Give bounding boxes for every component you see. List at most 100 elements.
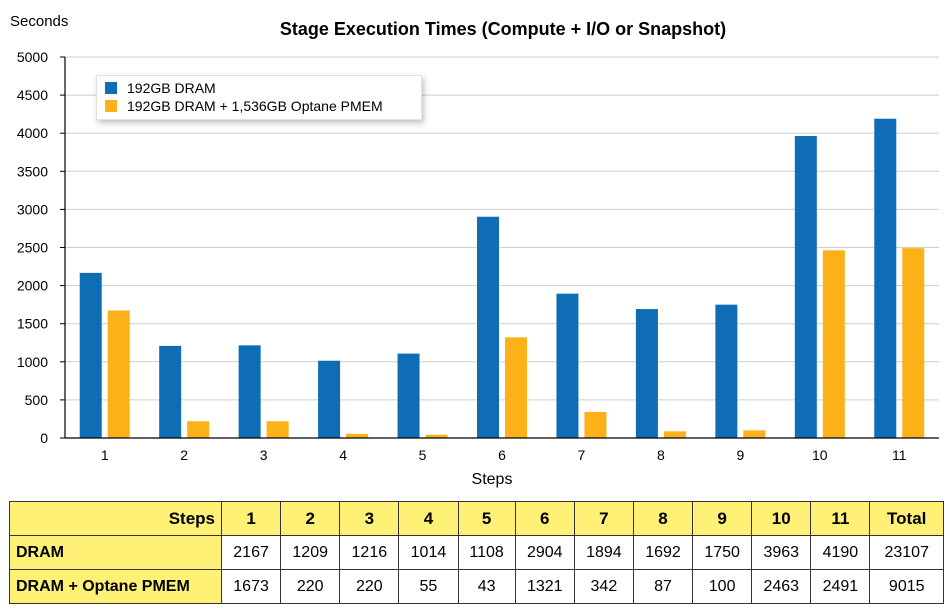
table-header-row: Steps 1 2 3 4 5 6 7 8 9 10 11 Total: [9, 501, 944, 536]
table-cell: 43: [457, 569, 516, 604]
x-tick-label: 4: [339, 447, 347, 463]
table-cell: 1108: [457, 535, 516, 570]
bar-optane-step-8: [663, 431, 686, 438]
bar-optane-step-7: [584, 411, 607, 438]
x-tick-label: 6: [498, 447, 506, 463]
table-cell: 3963: [751, 535, 812, 570]
bar-dram-step-9: [715, 304, 738, 438]
bar-dram-step-4: [318, 360, 341, 438]
x-tick-label: 8: [657, 447, 665, 463]
x-tick-label: 3: [260, 447, 268, 463]
legend-label-optane: 192GB DRAM + 1,536GB Optane PMEM: [127, 98, 383, 114]
table-cell: 100: [692, 569, 753, 604]
bar-optane-step-4: [346, 433, 369, 438]
legend: 192GB DRAM 192GB DRAM + 1,536GB Optane P…: [96, 75, 422, 120]
table-cell: 1750: [692, 535, 753, 570]
table-cell: 342: [573, 569, 634, 604]
bar-optane-step-9: [743, 430, 766, 438]
table-cell: 87: [632, 569, 694, 604]
legend-label-dram: 192GB DRAM: [127, 80, 216, 96]
table-row-label: DRAM: [9, 535, 222, 570]
axes: 0 500 1000 1500 2000 2500 3000 3500 4000 4500 5000…: [17, 49, 939, 463]
grid-lines: [65, 56, 939, 401]
bar-dram-step-11: [874, 118, 897, 439]
table-cell: 23107: [869, 535, 944, 570]
table-header-cell: 7: [573, 501, 634, 536]
y-tick-label: 500: [25, 392, 49, 408]
table-cell: 55: [398, 569, 459, 604]
table-header-cell: 5: [457, 501, 516, 536]
table-cell: 1894: [573, 535, 634, 570]
table-cell: 2491: [810, 569, 871, 604]
table-cell: 220: [280, 569, 341, 604]
x-tick-label: 1: [101, 447, 109, 463]
table-header-cell: 1: [220, 501, 282, 536]
bar-optane-step-11: [902, 248, 925, 438]
x-tick-label: 10: [812, 447, 828, 463]
x-tick-label: 9: [736, 447, 744, 463]
table-header-cell: 4: [398, 501, 459, 536]
bar-optane-step-6: [505, 337, 527, 438]
legend-item-optane: 192GB DRAM + 1,536GB Optane PMEM: [105, 97, 383, 115]
y-tick-label: 4500: [17, 87, 48, 103]
chart-title: Stage Execution Times (Compute + I/O or …: [280, 19, 726, 39]
y-tick-label: 1500: [17, 316, 48, 332]
table-header-label: Steps: [9, 501, 222, 536]
y-tick-label: 3500: [17, 163, 48, 179]
table-header-cell: Total: [869, 501, 944, 536]
table-cell: 1673: [220, 569, 282, 604]
table-header-cell: 10: [751, 501, 812, 536]
table-cell: 4190: [810, 535, 871, 570]
bar-dram-step-5: [397, 353, 420, 438]
bar-dram-step-10: [794, 136, 817, 438]
table-cell: 2167: [220, 535, 282, 570]
y-tick-label: 0: [40, 430, 48, 446]
x-tick-label: 2: [180, 447, 188, 463]
y-tick-label: 5000: [17, 49, 48, 65]
y-tick-label: 1000: [17, 354, 48, 370]
table-cell: 1321: [514, 569, 575, 604]
table-cell: 1692: [632, 535, 694, 570]
table-header-cell: 3: [339, 501, 400, 536]
table-cell: 2904: [514, 535, 575, 570]
table-cell: 220: [339, 569, 400, 604]
bar-optane-step-1: [107, 310, 130, 438]
table-row: DRAM + Optane PMEM 1673 220 220 55 43 1321 342 8…: [9, 569, 944, 604]
table-cell: 1209: [280, 535, 341, 570]
table-row: DRAM 2167 1209 1216 1014 1108 2904 1894 1692 1750…: [9, 535, 944, 570]
table-header-cell: 9: [692, 501, 753, 536]
table-header-cell: 2: [280, 501, 341, 536]
bar-dram-step-8: [635, 309, 658, 438]
x-tick-label: 5: [419, 447, 427, 463]
data-table: Steps 1 2 3 4 5 6 7 8 9 10 11 Total DRAM 2167 1209 1216 1…: [9, 501, 944, 604]
table-cell: 1014: [398, 535, 459, 570]
legend-swatch-dram: [105, 82, 117, 94]
bar-dram-step-7: [556, 293, 579, 438]
bar-dram-step-3: [238, 345, 261, 438]
y-tick-label: 2500: [17, 240, 48, 256]
x-tick-label: 7: [578, 447, 586, 463]
table-header-cell: 11: [810, 501, 871, 536]
table-cell: 1216: [339, 535, 400, 570]
legend-item-dram: 192GB DRAM: [105, 79, 216, 97]
bar-dram-step-1: [79, 272, 102, 438]
legend-swatch-optane: [105, 100, 117, 112]
y-tick-label: 2000: [17, 278, 48, 294]
bar-chart: Stage Execution Times (Compute + I/O or …: [10, 13, 939, 488]
bar-dram-step-2: [159, 345, 182, 438]
table-header-cell: 6: [514, 501, 575, 536]
x-tick-label: 11: [892, 447, 907, 463]
y-tick-label: 4000: [17, 125, 48, 141]
bar-optane-step-3: [266, 421, 289, 438]
y-axis-label: Seconds: [10, 13, 68, 30]
bars: [79, 118, 925, 439]
table-header-cell: 8: [632, 501, 694, 536]
table-row-label: DRAM + Optane PMEM: [9, 569, 222, 604]
bar-optane-step-10: [822, 250, 845, 438]
bar-optane-step-2: [187, 421, 210, 438]
x-axis-label: Steps: [472, 471, 513, 488]
table-cell: 2463: [751, 569, 812, 604]
bar-dram-step-6: [477, 216, 499, 438]
table-cell: 9015: [869, 569, 944, 604]
y-tick-label: 3000: [17, 201, 48, 217]
